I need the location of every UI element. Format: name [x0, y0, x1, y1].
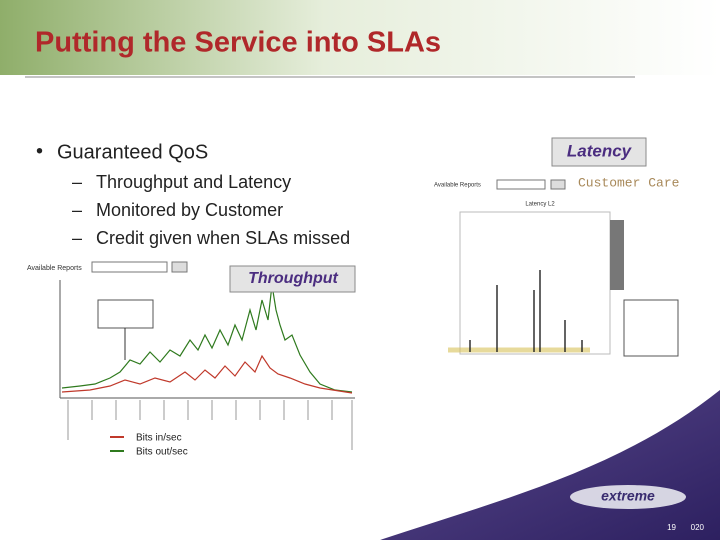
callout-throughput: Throughput [248, 270, 338, 287]
legend-label: Bits in/sec [136, 433, 182, 444]
reports-label: Available Reports [434, 183, 481, 189]
dash: – [72, 228, 82, 248]
gradient-bar [610, 220, 624, 290]
note-box [97, 299, 154, 329]
spikes [469, 270, 583, 352]
select-box [91, 261, 168, 273]
latency-screen: Available Reports Latency L2 [434, 179, 679, 357]
slide-title: Putting the Service into SLAs [35, 27, 441, 59]
sub-bullet: Monitored by Customer [96, 200, 283, 220]
throughput-screen: Available Reports Bits in/sec Bits out/s… [27, 261, 355, 458]
page-code: 020 [691, 523, 705, 532]
select-box [496, 179, 546, 190]
bullet-dot: • [36, 140, 43, 162]
bullet: Guaranteed QoS [57, 141, 208, 163]
plot-area [459, 211, 611, 355]
header-band [0, 0, 720, 75]
customer-care: Customer Care [578, 175, 679, 190]
out-line [61, 284, 353, 393]
in-line [61, 354, 353, 394]
legend-label: Bits out/sec [136, 447, 188, 458]
stats-box [623, 299, 679, 357]
logo-text: extreme [601, 488, 655, 504]
reports-label: Available Reports [27, 265, 82, 272]
page-number: 19 [667, 523, 676, 532]
select-button [171, 261, 188, 273]
sub-bullet: Throughput and Latency [96, 172, 291, 192]
select-button [550, 179, 566, 190]
dash: – [72, 172, 82, 192]
chart-title: Latency L2 [525, 202, 555, 208]
dash: – [72, 200, 82, 220]
logo [570, 485, 686, 509]
callout-box [229, 265, 356, 293]
x-ticks [67, 400, 353, 450]
sub-bullet: Credit given when SLAs missed [96, 228, 350, 248]
callout-box [551, 137, 647, 167]
callout-latency: Latency [567, 141, 633, 160]
